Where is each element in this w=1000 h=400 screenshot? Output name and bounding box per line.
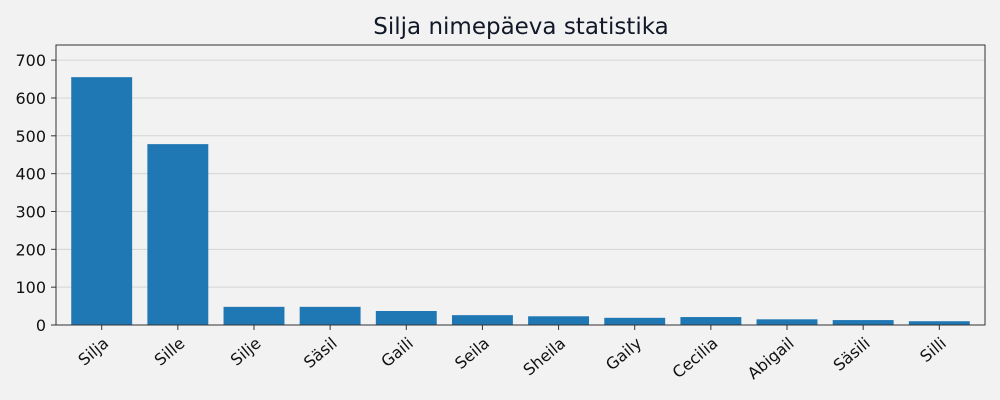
- y-tick-label: 0: [36, 316, 46, 335]
- y-tick-label: 500: [15, 127, 46, 146]
- bars: [71, 77, 970, 325]
- y-tick-label: 300: [15, 202, 46, 221]
- y-tick-label: 700: [15, 51, 46, 70]
- x-tick-label: Abigail: [744, 334, 798, 384]
- plot-frame: [55, 44, 986, 326]
- x-tick-label: Seila: [451, 334, 493, 373]
- x-tick-label: Silja: [75, 334, 113, 370]
- bar: [604, 317, 666, 325]
- bar: [71, 77, 133, 325]
- y-tick-label: 600: [15, 89, 46, 108]
- x-axis-ticks: Silja Sille Silje Säsil Gaili Seila Sheila Gail…: [75, 325, 950, 383]
- y-tick-label: 200: [15, 240, 46, 259]
- y-tick-label: 400: [15, 165, 46, 184]
- x-tick-label: Sheila: [520, 334, 570, 380]
- x-tick-label: Silli: [916, 334, 950, 367]
- bar: [756, 319, 818, 325]
- bar: [528, 316, 590, 325]
- bar: [832, 320, 894, 325]
- bar: [147, 144, 209, 325]
- x-tick-label: Cecilia: [669, 334, 722, 383]
- grid-lines: [56, 59, 985, 288]
- x-tick-label: Silje: [227, 334, 265, 370]
- bar: [299, 306, 361, 325]
- bar: [223, 306, 285, 325]
- bar: [680, 317, 742, 325]
- x-tick-label: Gaili: [377, 334, 416, 371]
- bar: [908, 321, 970, 325]
- x-tick-label: Sille: [151, 334, 189, 370]
- chart-title: Silja nimepäeva statistika: [373, 14, 668, 40]
- x-tick-label: Gaily: [602, 334, 645, 375]
- bar: [375, 311, 437, 325]
- x-tick-label: Säsil: [300, 334, 341, 372]
- y-tick-label: 100: [15, 278, 46, 297]
- bar: [451, 315, 513, 325]
- x-tick-label: Säsili: [830, 334, 874, 375]
- y-axis-ticks: 0 100 200 300 400 500 600 700: [15, 51, 56, 335]
